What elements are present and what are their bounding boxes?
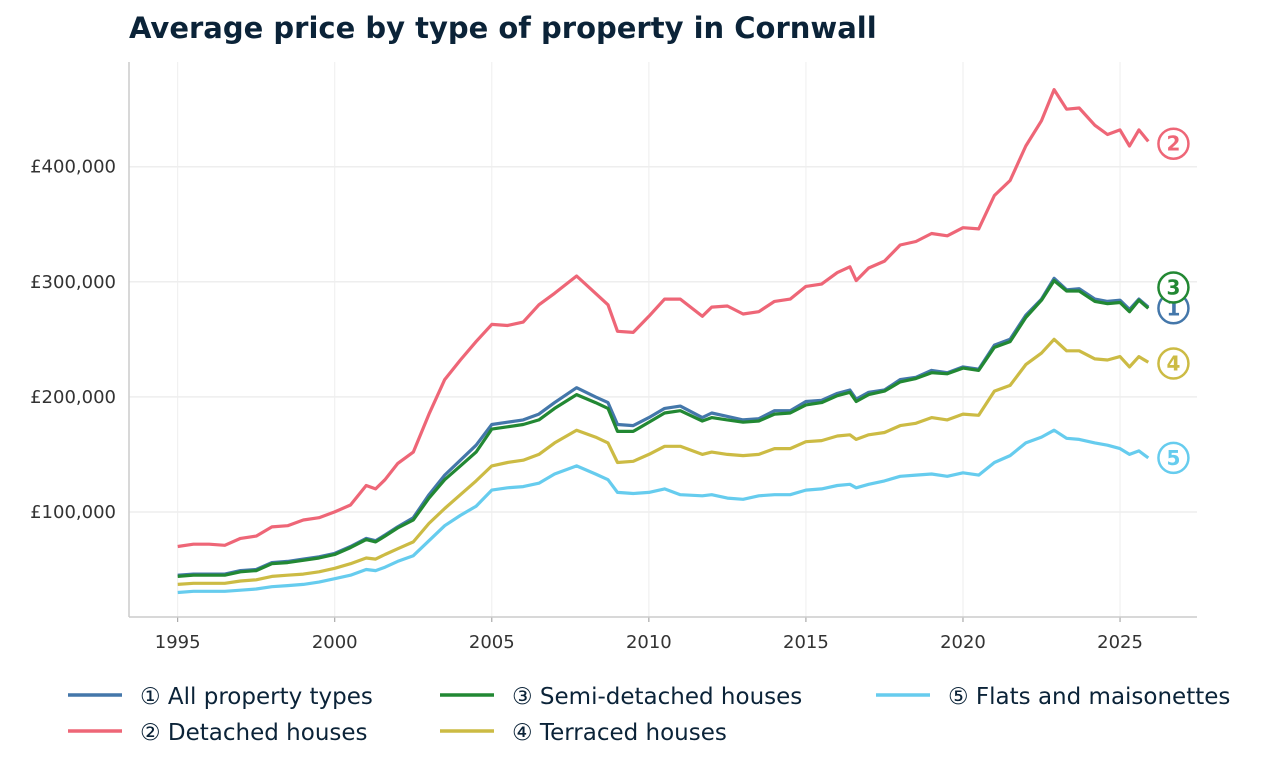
legend-label: ③ Semi-detached houses xyxy=(512,684,802,710)
y-tick-label: £100,000 xyxy=(30,502,116,523)
end-label-circle xyxy=(1157,271,1190,304)
y-tick-label: £400,000 xyxy=(30,157,116,178)
end-label-4: 4 xyxy=(1157,347,1190,380)
end-label-3: 3 xyxy=(1157,271,1190,304)
x-tick-label: 1995 xyxy=(155,632,201,653)
series-line-semi-detached-houses xyxy=(177,279,1150,578)
end-label-circle xyxy=(1157,441,1190,475)
end-label-number: 5 xyxy=(1166,446,1180,470)
legend-label: ⑤ Flats and maisonettes xyxy=(948,684,1230,710)
end-label-number: 4 xyxy=(1166,351,1180,375)
x-tick-label: 2015 xyxy=(783,632,829,653)
legend-label: ① All property types xyxy=(140,684,373,710)
end-label-5: 5 xyxy=(1157,441,1190,475)
legend-item: ① All property types xyxy=(68,684,373,710)
end-label-number: 2 xyxy=(1166,132,1180,156)
gridlines xyxy=(129,62,1197,617)
legend-label: ② Detached houses xyxy=(140,720,368,746)
x-tick-label: 2000 xyxy=(312,632,358,653)
x-tick-label: 2005 xyxy=(469,632,515,653)
axes: 1995 2000 2005 2010 2015 2020 2025 £100,000 £200… xyxy=(30,62,1197,653)
x-tick-label: 2020 xyxy=(940,632,986,653)
end-label-number: 3 xyxy=(1166,276,1180,300)
legend-item: ③ Semi-detached houses xyxy=(440,684,802,710)
series-line-terraced-houses xyxy=(177,337,1150,586)
series-line-detached-houses xyxy=(177,88,1150,549)
legend-label: ④ Terraced houses xyxy=(512,720,727,746)
end-label-circle xyxy=(1157,347,1190,380)
y-tick-label: £200,000 xyxy=(30,387,116,408)
legend: ① All property types ② Detached houses ③ S… xyxy=(68,684,1230,746)
legend-item: ② Detached houses xyxy=(68,720,368,746)
legend-item: ⑤ Flats and maisonettes xyxy=(876,684,1230,710)
series-line-all-property-types xyxy=(177,276,1150,577)
chart-title: Average price by type of property in Cor… xyxy=(129,11,877,45)
end-label-2: 2 xyxy=(1157,127,1190,160)
x-tick-label: 2025 xyxy=(1097,632,1143,653)
legend-item: ④ Terraced houses xyxy=(440,720,727,746)
series-lines xyxy=(177,88,1150,595)
y-tick-label: £300,000 xyxy=(30,272,116,293)
series-line-flats-and-maisonettes xyxy=(177,428,1150,595)
end-label-circle xyxy=(1157,127,1190,160)
x-tick-label: 2010 xyxy=(626,632,672,653)
